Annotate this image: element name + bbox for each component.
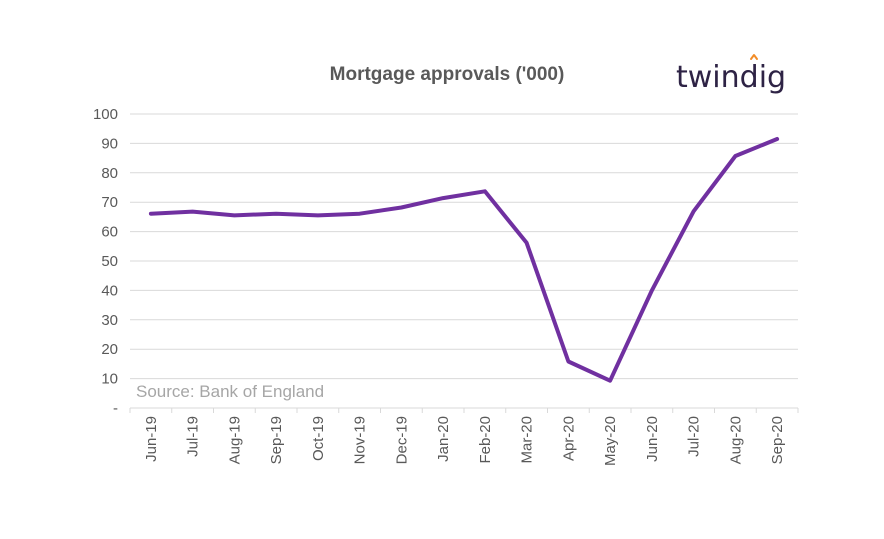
y-tick-label: 50 xyxy=(101,253,118,270)
x-tick-label: Jul-20 xyxy=(686,416,703,457)
x-axis-ticks: Jun-19 Jul-19 Aug-19 Sep-19 Oct-19 Nov-19 Dec-… xyxy=(129,408,799,466)
twindig-logo: twindig xyxy=(676,54,786,95)
y-tick-label: - xyxy=(113,400,118,417)
logo-accent-icon xyxy=(750,54,758,60)
x-tick-label: Jun-19 xyxy=(143,416,160,462)
x-tick-label: Nov-19 xyxy=(352,416,369,464)
y-axis-ticks: - 10 20 30 40 50 60 70 80 90 100 xyxy=(93,106,118,417)
x-tick-label: Jun-20 xyxy=(644,416,661,462)
x-tick-label: Sep-19 xyxy=(268,416,285,464)
x-tick-label: Dec-19 xyxy=(393,416,410,464)
y-tick-label: 60 xyxy=(101,224,118,241)
x-tick-label: Mar-20 xyxy=(519,416,536,464)
y-tick-label: 80 xyxy=(101,165,118,182)
x-tick-label: Jul-19 xyxy=(185,416,202,457)
x-tick-label: Feb-20 xyxy=(477,416,494,464)
y-tick-label: 100 xyxy=(93,106,118,123)
x-tick-label: Jan-20 xyxy=(435,416,452,462)
logo-text: twindig xyxy=(676,60,786,95)
y-tick-label: 10 xyxy=(101,371,118,388)
y-tick-label: 40 xyxy=(101,282,118,299)
chart-title: Mortgage approvals ('000) xyxy=(330,64,565,85)
y-tick-label: 90 xyxy=(101,135,118,152)
x-tick-label: May-20 xyxy=(602,416,619,466)
x-tick-label: Apr-20 xyxy=(560,416,577,461)
series-layer xyxy=(148,137,780,383)
source-annotation: Source: Bank of England xyxy=(136,382,324,401)
series-line xyxy=(148,137,780,383)
gridlines xyxy=(130,113,798,409)
x-tick-label: Aug-20 xyxy=(727,416,744,464)
x-tick-label: Oct-19 xyxy=(310,416,327,461)
x-tick-label: Sep-20 xyxy=(769,416,786,464)
y-tick-label: 30 xyxy=(101,312,118,329)
x-tick-label: Aug-19 xyxy=(226,416,243,464)
y-tick-label: 20 xyxy=(101,341,118,358)
y-tick-label: 70 xyxy=(101,194,118,211)
